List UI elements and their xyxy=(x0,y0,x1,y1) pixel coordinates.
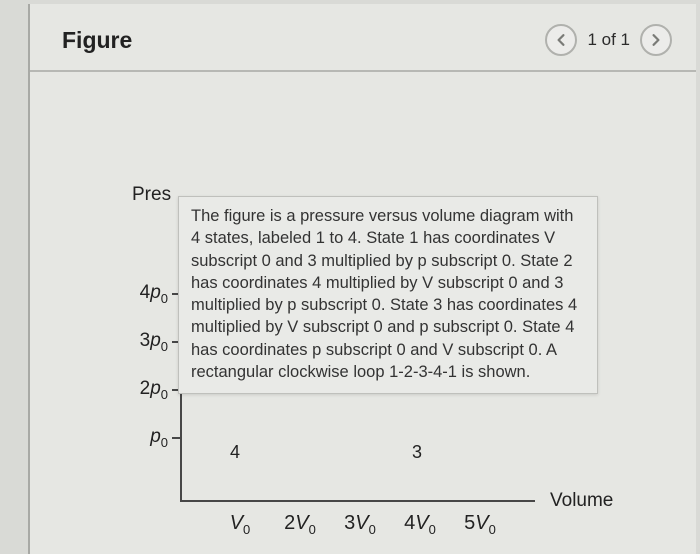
y-tick: p0 xyxy=(122,426,168,450)
x-tick: 5V0 xyxy=(464,512,496,537)
state-label: 3 xyxy=(412,442,422,463)
figure-title: Figure xyxy=(62,27,132,54)
x-axis-line xyxy=(180,500,535,502)
figure-panel: Figure 1 of 1 Pres 4p0 3p0 2p0 p0 V0 2V0 3V0 4… xyxy=(28,4,696,554)
chevron-right-icon xyxy=(650,34,662,46)
x-tick: 3V0 xyxy=(344,512,376,537)
next-button[interactable] xyxy=(640,24,672,56)
x-tick: 2V0 xyxy=(284,512,316,537)
pv-diagram: Pres 4p0 3p0 2p0 p0 V0 2V0 3V0 4V0 5V0 4 3 Volum… xyxy=(30,72,696,554)
figure-header: Figure 1 of 1 xyxy=(30,4,696,72)
state-label: 4 xyxy=(230,442,240,463)
x-tick: V0 xyxy=(230,512,251,537)
y-axis-label: Pres xyxy=(132,184,171,206)
pager-text: 1 of 1 xyxy=(587,30,630,50)
figure-description-tooltip: The figure is a pressure versus volume d… xyxy=(178,196,598,394)
y-tick: 2p0 xyxy=(122,378,168,402)
chevron-left-icon xyxy=(555,34,567,46)
y-tick: 3p0 xyxy=(122,330,168,354)
y-tick: 4p0 xyxy=(122,282,168,306)
prev-button[interactable] xyxy=(545,24,577,56)
x-axis-label: Volume xyxy=(550,490,613,512)
figure-pager: 1 of 1 xyxy=(545,24,672,56)
x-tick: 4V0 xyxy=(404,512,436,537)
